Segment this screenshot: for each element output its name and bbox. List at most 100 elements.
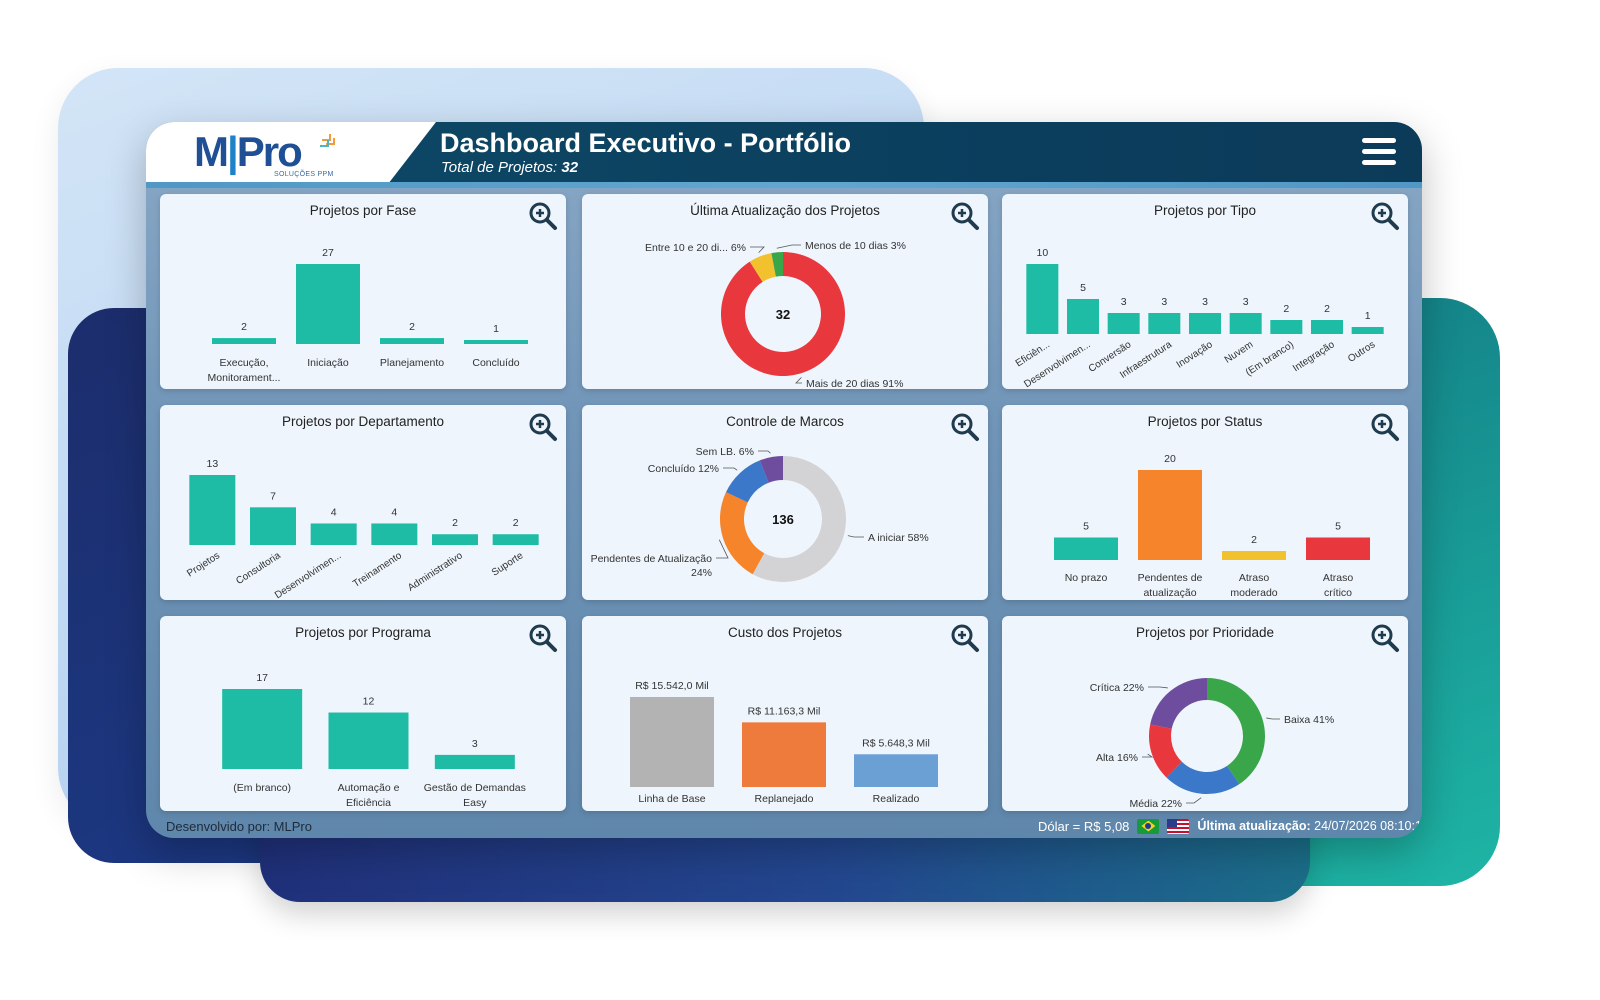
pie-slice	[749, 253, 776, 282]
tick-label: Treinamento	[351, 550, 404, 590]
tick-label: Atraso	[1239, 572, 1270, 584]
card-title: Projetos por Programa	[295, 625, 431, 640]
brazil-flag-icon[interactable]	[1137, 818, 1160, 834]
header-accent-strip	[146, 182, 1422, 188]
zoom-in-icon[interactable]	[1370, 201, 1400, 231]
tick-label: Replanejado	[755, 793, 814, 805]
tick-label: (Em branco)	[233, 782, 291, 794]
bar	[1351, 327, 1384, 334]
chart-fase: 2 Execução, Monitorament... 27 Iniciação 2 Pla…	[208, 247, 528, 384]
last-update-label: Última atualização:	[1197, 819, 1311, 833]
bar	[250, 507, 296, 545]
data-label: R$ 5.648,3 Mil	[862, 737, 930, 749]
slice-label: Alta 16%	[1096, 752, 1138, 764]
leader-line	[1142, 753, 1154, 758]
logo-subtitle: SOLUÇÕES PPM	[274, 171, 334, 178]
zoom-in-icon[interactable]	[950, 623, 980, 653]
chart-tipo: 10Eficiên...5Desenvolvimen...3Conversão3…	[1014, 247, 1384, 389]
bar	[1270, 320, 1303, 334]
bar	[630, 697, 714, 787]
data-label: 2	[1283, 303, 1289, 315]
bar	[1229, 313, 1262, 334]
data-label: 5	[1083, 521, 1089, 533]
card-title: Projetos por Prioridade	[1135, 625, 1275, 640]
slice-label: Mais de 20 dias 91%	[806, 378, 903, 389]
slice-label: Sem LB. 6%	[696, 446, 754, 458]
data-label: 2	[1324, 303, 1330, 315]
tick-label: Execução,	[219, 357, 268, 369]
card-title: Projetos por Fase	[309, 203, 417, 218]
tick-label: Planejamento	[380, 357, 444, 369]
pie-slice	[759, 456, 783, 483]
data-label: 3	[1161, 296, 1167, 308]
tick-label: Linha de Base	[638, 793, 705, 805]
slice-label: Baixa 41%	[1284, 714, 1334, 726]
zoom-in-icon[interactable]	[528, 623, 558, 653]
slice-label: Média 22%	[1129, 798, 1182, 810]
leader-line	[750, 246, 765, 253]
bar	[432, 534, 478, 545]
bar	[222, 689, 303, 769]
total-projects-value: 32	[561, 159, 579, 176]
hamburger-menu-icon[interactable]	[1362, 138, 1396, 166]
tick-label: Realizado	[873, 793, 920, 805]
zoom-in-icon[interactable]	[1370, 412, 1400, 442]
zoom-in-icon[interactable]	[950, 412, 980, 442]
bar	[189, 475, 236, 545]
pie-slice	[1207, 678, 1265, 785]
card-projetos-por-departamento: Projetos por Departamento 13 Projetos 7 Con…	[160, 405, 566, 600]
bar	[380, 338, 444, 344]
bar	[742, 722, 826, 787]
pie-slice	[1150, 678, 1207, 729]
leader-line	[723, 467, 738, 471]
tick-label: Administrativo	[406, 550, 465, 594]
card-ultima-atualizacao: Última Atualização dos Projetos Mais de …	[582, 194, 988, 389]
tick-label: Integração	[1291, 339, 1337, 374]
data-label: 2	[409, 321, 415, 333]
pie-slice	[720, 492, 765, 575]
tick-label: Outros	[1346, 339, 1377, 365]
tick-label: Atraso	[1323, 572, 1354, 584]
data-label: 27	[322, 247, 334, 259]
tick-label: Desenvolvimen...	[273, 550, 343, 600]
bar	[1026, 264, 1059, 334]
leader-line	[776, 244, 801, 249]
data-label: 3	[1243, 296, 1249, 308]
bar	[296, 264, 360, 344]
data-label: 12	[363, 696, 375, 708]
leader-line	[1266, 717, 1280, 720]
zoom-in-icon[interactable]	[1370, 623, 1400, 653]
usa-flag-icon[interactable]	[1167, 818, 1190, 834]
bar	[434, 754, 515, 769]
bar	[212, 338, 276, 344]
logo-area: M|Pro SOLUÇÕES PPM	[146, 122, 436, 182]
chart-departamento: 13 Projetos 7 Consultoria 4 Desenvolvimen... 4…	[185, 458, 539, 600]
card-controle-de-marcos: Controle de Marcos A iniciar 58% Pendente…	[582, 405, 988, 600]
data-label: 2	[241, 321, 247, 333]
tick-label: crítico	[1324, 587, 1352, 599]
tick-label: Pendentes de	[1138, 572, 1203, 584]
chart-prioridade: Baixa 41% Média 22% Alta 16% Crítica 22%	[1090, 678, 1334, 810]
card-projetos-por-fase: Projetos por Fase 2 Execução, Monitorament…	[160, 194, 566, 389]
tick-label: Suporte	[490, 550, 526, 579]
data-label: 5	[1335, 521, 1341, 533]
zoom-in-icon[interactable]	[950, 201, 980, 231]
chart-status: 5 No prazo 20 Pendentes de atualização 2 Atras…	[1054, 453, 1370, 599]
card-title: Projetos por Tipo	[1153, 203, 1257, 218]
bar	[464, 340, 528, 344]
total-projects-label: Total de Projetos:	[441, 159, 558, 176]
card-custo-dos-projetos: Custo dos Projetos R$ 15.542,0 Mil Linha …	[582, 616, 988, 811]
leader-line	[847, 535, 864, 538]
card-title: Custo dos Projetos	[727, 625, 843, 640]
leader-line	[758, 450, 771, 454]
page-subtitle: Total de Projetos: 32	[441, 159, 578, 176]
developer-credit: Desenvolvido por: MLPro	[166, 819, 312, 834]
zoom-in-icon[interactable]	[528, 412, 558, 442]
slice-label: 24%	[691, 567, 712, 579]
pie-slice	[771, 252, 783, 277]
card-title: Última Atualização dos Projetos	[690, 203, 880, 218]
card-title: Projetos por Status	[1147, 414, 1263, 429]
zoom-in-icon[interactable]	[528, 201, 558, 231]
data-label: 4	[391, 506, 397, 518]
tick-label: No prazo	[1065, 572, 1108, 584]
